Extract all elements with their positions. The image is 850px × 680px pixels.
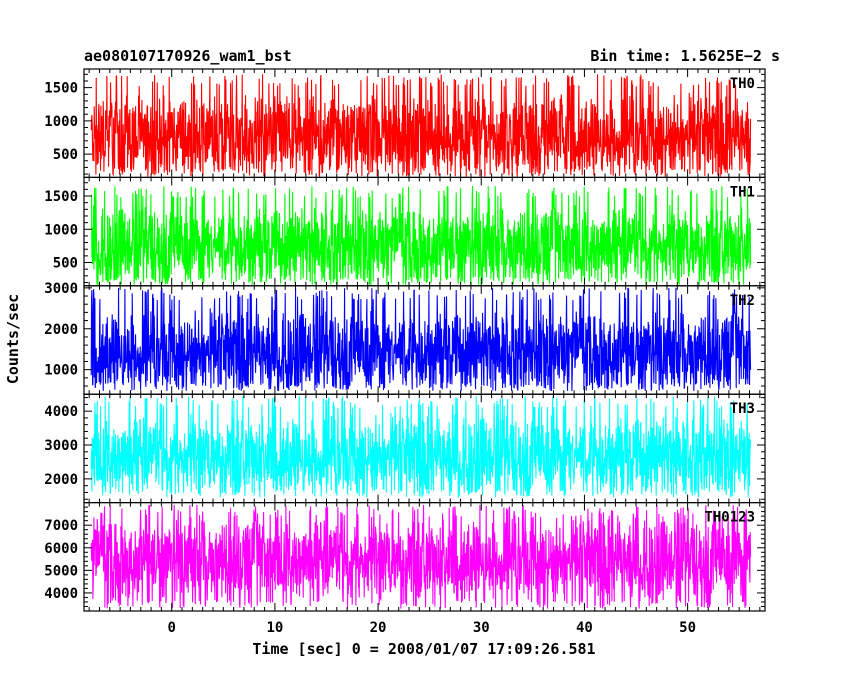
panel-th0123: 4000 5000 6000 7000 TH0123 <box>44 502 766 612</box>
y-tick-label: 2000 <box>44 472 78 488</box>
chart-title: ae080107170926_wam1_bst <box>84 47 292 65</box>
y-tick-label: 500 <box>53 147 78 163</box>
panel-th0: 500 1000 1500 TH0 <box>44 68 766 179</box>
x-tick-label: 0 <box>167 620 175 636</box>
x-axis: 0 10 20 30 40 50 <box>167 620 696 636</box>
x-tick-label: 40 <box>576 620 593 636</box>
panels-group: 500 1000 1500 TH0 500 1000 1500 TH1 1000 2000 3000… <box>44 68 766 612</box>
y-tick-label: 1500 <box>44 81 78 97</box>
panel-label-th2: TH2 <box>730 293 755 309</box>
series-line-th3 <box>90 396 752 498</box>
y-tick-label: 3000 <box>44 281 78 297</box>
series-line-th2 <box>90 287 752 391</box>
series-line-th0123 <box>90 504 752 609</box>
y-tick-label: 500 <box>53 256 78 272</box>
panel-th2: 1000 2000 3000 TH2 <box>44 281 766 395</box>
panel-th3: 2000 3000 4000 TH3 <box>44 393 766 504</box>
bin-time-label: Bin time: 1.5625E−2 s <box>590 47 780 65</box>
y-tick-label: 6000 <box>44 541 78 557</box>
series-line-th0 <box>90 74 752 177</box>
x-tick-label: 50 <box>679 620 696 636</box>
y-tick-label: 3000 <box>44 438 78 454</box>
y-tick-label: 1000 <box>44 222 78 238</box>
y-tick-label: 1000 <box>44 114 78 130</box>
y-tick-label: 1500 <box>44 189 78 205</box>
panel-th1: 500 1000 1500 TH1 <box>44 176 766 287</box>
panel-label-th1: TH1 <box>730 184 755 200</box>
y-tick-label: 7000 <box>44 518 78 534</box>
y-tick-label: 2000 <box>44 322 78 338</box>
y-tick-label: 4000 <box>44 404 78 420</box>
x-axis-label: Time [sec] 0 = 2008/01/07 17:09:26.581 <box>252 640 595 658</box>
x-tick-label: 20 <box>370 620 387 636</box>
panel-label-th3: TH3 <box>730 401 755 417</box>
y-tick-label: 4000 <box>44 586 78 602</box>
y-tick-label: 1000 <box>44 363 78 379</box>
series-line-th1 <box>90 186 752 286</box>
x-tick-label: 30 <box>473 620 490 636</box>
x-tick-label: 10 <box>266 620 283 636</box>
y-axis-label: Counts/sec <box>4 294 22 384</box>
y-tick-label: 5000 <box>44 563 78 579</box>
panel-label-th0123: TH0123 <box>704 510 755 526</box>
panel-label-th0: TH0 <box>730 76 755 92</box>
